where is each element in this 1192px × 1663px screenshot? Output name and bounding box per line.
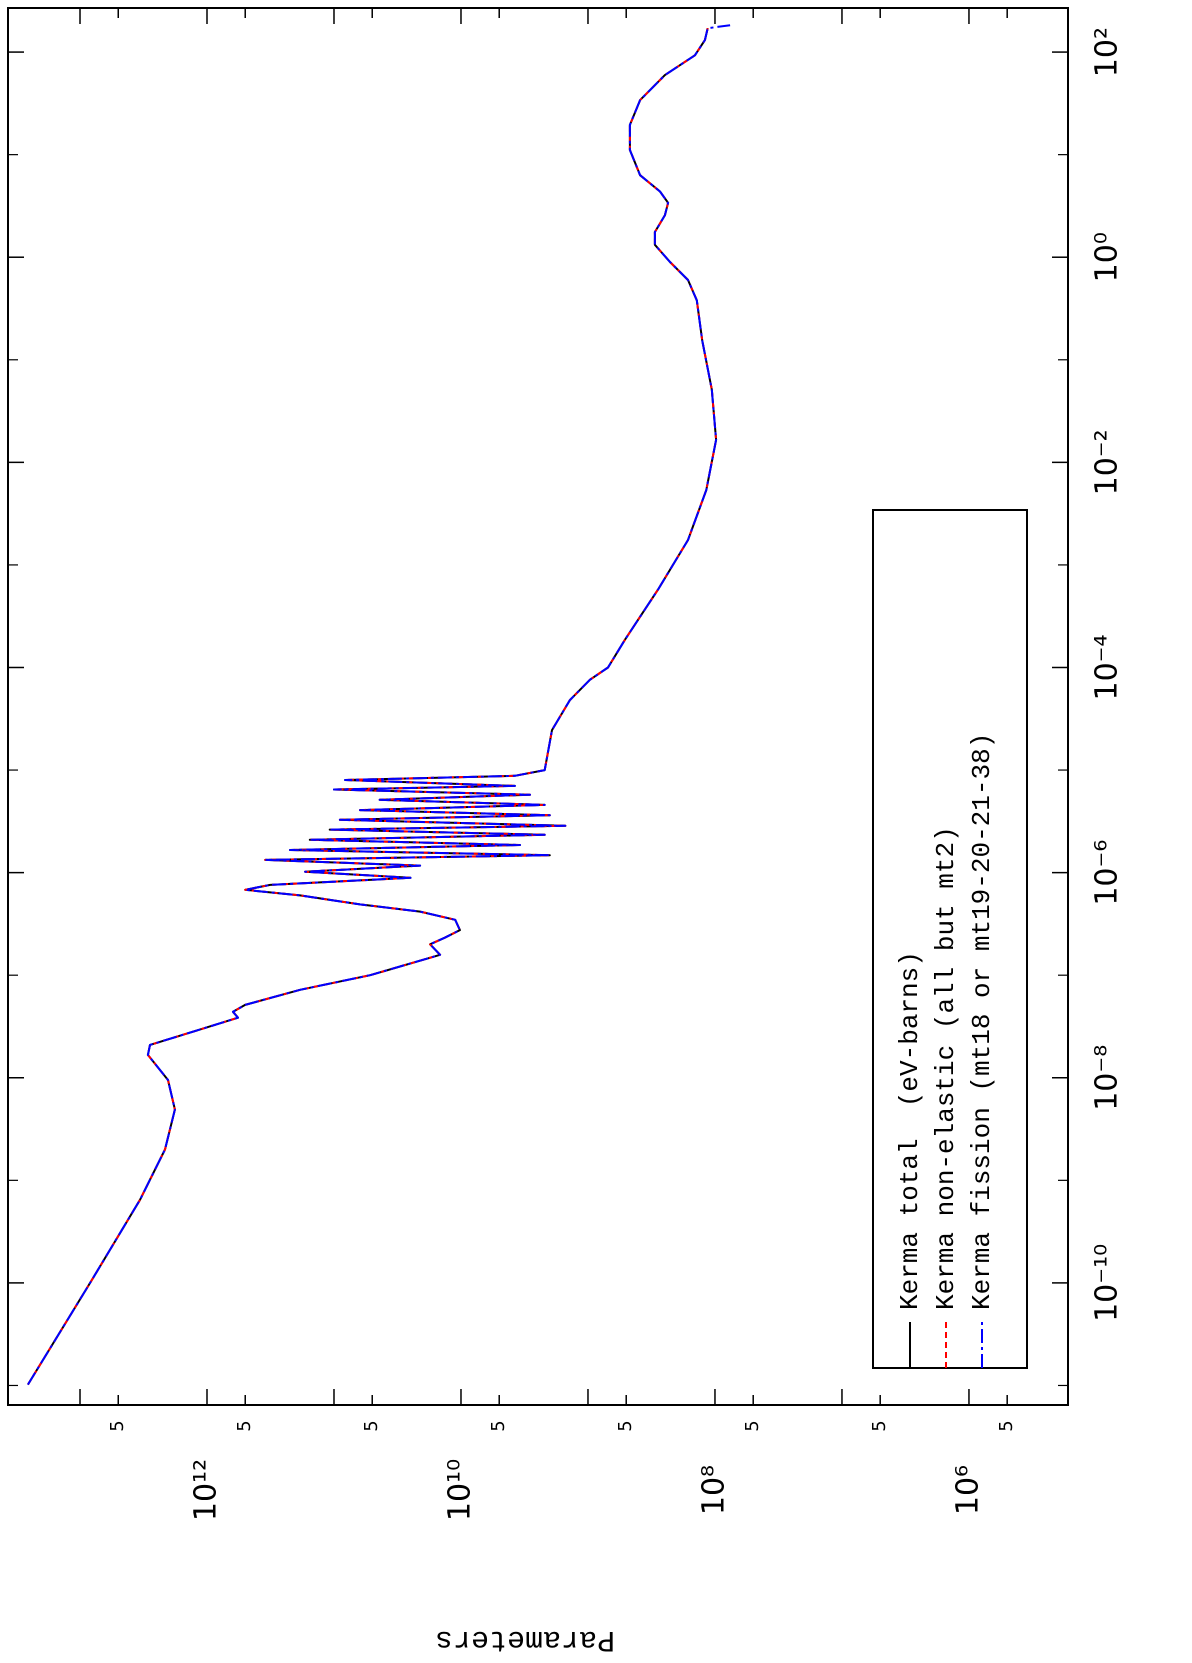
plot-frame <box>7 7 1069 1406</box>
y-tick-label: 5 <box>869 1420 890 1431</box>
y-axis-label: Parameters <box>435 1622 615 1656</box>
y-tick-label: 10⁸ <box>696 1465 731 1515</box>
y-tick-label: 5 <box>107 1420 128 1431</box>
x-tick-label: 10⁻⁸ <box>1090 1045 1125 1111</box>
x-tick-label: 10⁻⁴ <box>1090 634 1125 700</box>
y-tick-label: 5 <box>996 1420 1017 1431</box>
x-tick-label: 10⁻¹⁰ <box>1090 1244 1125 1322</box>
x-tick-label: 10⁰ <box>1090 232 1125 282</box>
y-tick-label: 5 <box>615 1420 636 1431</box>
legend-label: Kerma total (eV-barns) <box>895 951 925 1310</box>
y-tick-label: 5 <box>488 1420 509 1431</box>
series-line <box>27 27 718 1386</box>
x-tick-label: 10⁻⁶ <box>1090 840 1125 906</box>
x-tick-label: 10⁻² <box>1090 429 1125 495</box>
y-tick-label: 5 <box>234 1420 255 1431</box>
legend-box <box>872 509 1028 1369</box>
y-tick-label: 5 <box>361 1420 382 1431</box>
legend-label: Kerma non-elastic (all but mt2) <box>931 826 961 1310</box>
legend-label: Kerma fission (mt18 or mt19-20-21-38) <box>967 733 997 1310</box>
series-line <box>27 24 731 1386</box>
series-line <box>27 27 718 1386</box>
y-tick-label: 10¹² <box>189 1459 224 1521</box>
y-tick-label: 10⁶ <box>950 1465 985 1515</box>
y-tick-label: 5 <box>742 1420 763 1431</box>
x-tick-label: 10² <box>1090 27 1125 77</box>
plot-area <box>27 24 731 1386</box>
y-tick-label: 10¹⁰ <box>442 1459 477 1521</box>
